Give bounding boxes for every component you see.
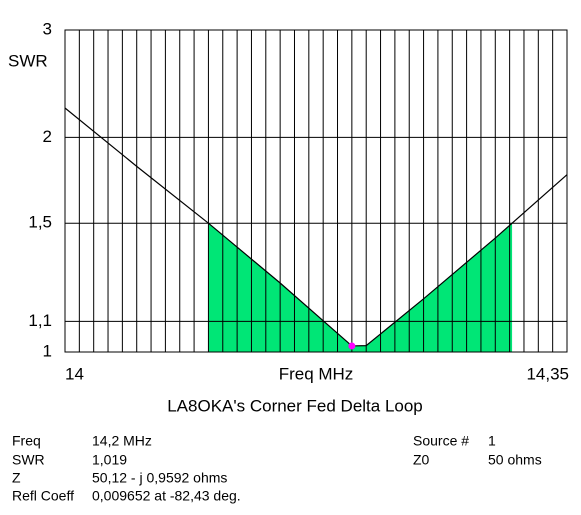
info-value: 50,12 - j 0,9592 ohms: [92, 470, 227, 486]
x-tick-label: 14: [65, 364, 84, 383]
swr-fill: [208, 223, 513, 352]
info-value: 50 ohms: [488, 452, 542, 468]
plot-frame: [64, 29, 568, 353]
y-tick-label: 2: [43, 127, 52, 146]
info-label: Source #: [413, 433, 469, 449]
y-tick-label: 3: [43, 19, 52, 38]
info-value: 0,009652 at -82,43 deg.: [92, 488, 241, 504]
chart-title: LA8OKA's Corner Fed Delta Loop: [167, 396, 423, 415]
x-axis-label: Freq MHz: [279, 364, 354, 383]
y-axis-label: SWR: [8, 51, 48, 70]
info-label: Z: [12, 470, 21, 486]
marker: [348, 342, 356, 350]
info-value: 1,019: [92, 452, 127, 468]
x-tick-label: 14,35: [526, 364, 569, 383]
y-tick-label: 1,5: [28, 213, 52, 232]
info-label: Z0: [413, 452, 430, 468]
info-label: Refl Coeff: [12, 488, 74, 504]
info-label: Freq: [12, 433, 41, 449]
info-label: SWR: [12, 452, 45, 468]
y-tick-label: 1,1: [28, 311, 52, 330]
info-value: 1: [488, 433, 496, 449]
info-value: 14,2 MHz: [92, 433, 152, 449]
y-tick-label: 1: [43, 341, 52, 360]
